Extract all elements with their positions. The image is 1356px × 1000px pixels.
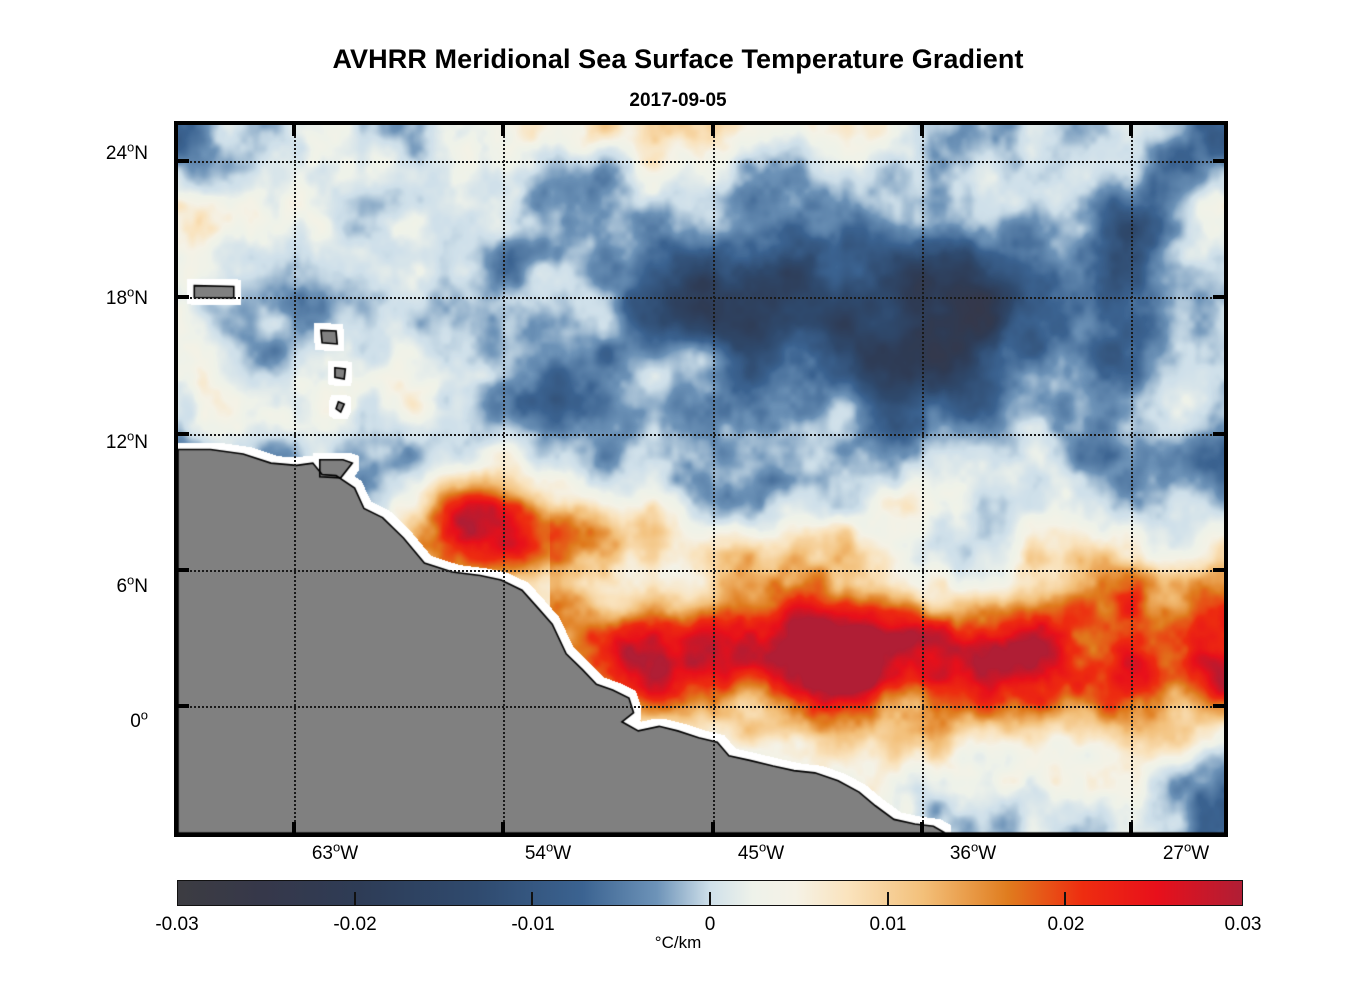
axis-tick <box>178 703 189 708</box>
axis-tick <box>919 125 924 136</box>
y-axis-tick-label: 24oN <box>105 139 148 164</box>
sst-gradient-heatmap <box>178 125 1224 833</box>
x-axis-tick-label: 45oW <box>737 839 785 864</box>
axis-tick <box>178 159 189 164</box>
colorbar-tick <box>1064 892 1067 906</box>
axis-tick <box>178 295 189 300</box>
colorbar-tick <box>531 892 534 906</box>
colorbar-tick <box>886 892 889 906</box>
axis-tick <box>292 822 297 833</box>
x-axis-tick-label: 27oW <box>1162 839 1210 864</box>
y-axis-tick-label: 6oN <box>116 572 148 597</box>
colorbar-tick-label: -0.02 <box>333 914 377 935</box>
axis-tick <box>1213 703 1224 708</box>
axis-tick <box>1213 431 1224 436</box>
colorbar-tick-label: -0.01 <box>511 914 555 935</box>
axis-tick <box>292 125 297 136</box>
axis-tick <box>710 125 715 136</box>
axis-tick <box>501 125 506 136</box>
colorbar-unit-label: °C/km <box>654 933 702 952</box>
axis-tick <box>1213 295 1224 300</box>
colorbar-tick-label: 0.03 <box>1224 914 1262 935</box>
axis-tick <box>501 822 506 833</box>
y-axis-tick-label: 0o <box>130 707 148 732</box>
colorbar-tick-label: 0.02 <box>1047 914 1085 935</box>
chart-subtitle-date: 2017-09-05 <box>629 90 727 111</box>
axis-tick <box>178 567 189 572</box>
colorbar-tick <box>709 892 711 906</box>
y-axis-tick-label: 12oN <box>105 428 148 453</box>
axis-tick <box>1213 159 1224 164</box>
colorbar <box>177 880 1243 906</box>
axis-tick <box>919 822 924 833</box>
x-axis-tick-label: 54oW <box>524 839 572 864</box>
axis-tick <box>1129 125 1134 136</box>
axis-tick <box>178 431 189 436</box>
axis-tick <box>710 822 715 833</box>
colorbar-tick-label: -0.03 <box>155 914 199 935</box>
colorbar-tick-label: 0.01 <box>869 914 907 935</box>
colorbar-tick <box>353 892 356 906</box>
axis-tick <box>1213 567 1224 572</box>
axis-tick <box>1129 822 1134 833</box>
y-axis-tick-label: 18oN <box>105 284 148 309</box>
page-title: AVHRR Meridional Sea Surface Temperature… <box>332 44 1024 74</box>
x-axis-tick-label: 36oW <box>949 839 997 864</box>
map-plot-area <box>174 121 1228 837</box>
x-axis-tick-label: 63oW <box>311 839 359 864</box>
colorbar-tick-label: 0 <box>704 914 716 935</box>
